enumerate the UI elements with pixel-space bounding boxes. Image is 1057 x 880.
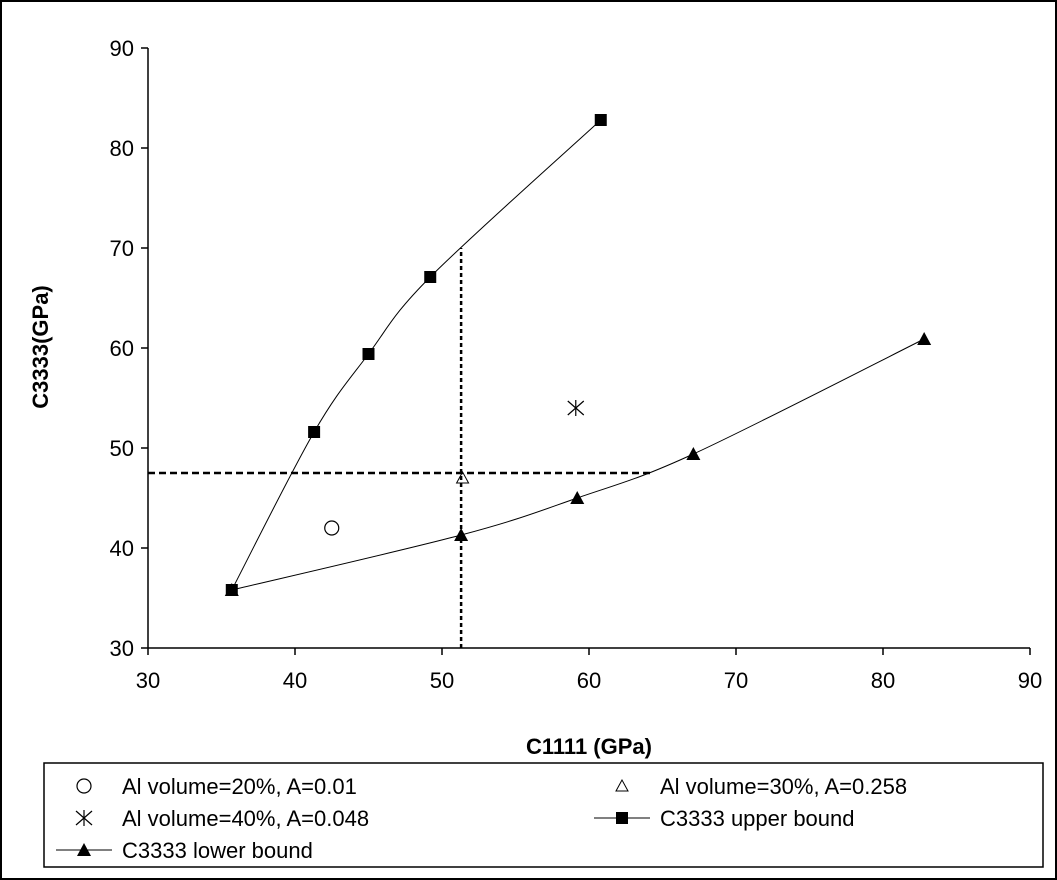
y-tick-label: 30 xyxy=(110,636,134,661)
series-2 xyxy=(567,400,585,416)
x-tick-label: 50 xyxy=(430,668,454,693)
data-point xyxy=(224,583,239,596)
legend: Al volume=20%, A=0.01 Al volume=30%, A=0.… xyxy=(56,774,907,863)
legend-marker xyxy=(76,778,92,794)
x-tick-label: 90 xyxy=(1018,668,1042,693)
legend-marker xyxy=(75,810,93,826)
y-tick-label: 60 xyxy=(110,336,134,361)
legend-label: Al volume=30%, A=0.258 xyxy=(660,774,907,799)
data-point xyxy=(362,348,375,360)
legend-item: Al volume=40%, A=0.048 xyxy=(75,806,369,831)
data-point xyxy=(686,447,701,460)
legend-item: C3333 lower bound xyxy=(56,838,313,863)
x-tick-label: 60 xyxy=(577,668,601,693)
legend-marker xyxy=(615,778,629,792)
legend-item: C3333 upper bound xyxy=(594,806,855,831)
x-axis-title: C1111 (GPa) xyxy=(526,734,652,759)
data-point xyxy=(455,470,470,484)
data-point xyxy=(454,528,469,541)
legend-marker xyxy=(616,812,628,824)
legend-label: Al volume=40%, A=0.048 xyxy=(122,806,369,831)
series-0 xyxy=(324,520,340,536)
series-4 xyxy=(224,332,932,596)
legend-box xyxy=(43,762,1044,868)
x-tick-label: 40 xyxy=(283,668,307,693)
y-tick-label: 40 xyxy=(110,536,134,561)
data-point xyxy=(570,491,585,504)
y-tick-label: 50 xyxy=(110,436,134,461)
x-tick-label: 80 xyxy=(871,668,895,693)
x-tick-label: 30 xyxy=(136,668,160,693)
series-1 xyxy=(455,470,470,484)
y-axis-title: C3333(GPa) xyxy=(28,285,53,409)
y-axis-ticks: 30 40 50 60 70 80 90 xyxy=(110,36,148,661)
y-tick-label: 80 xyxy=(110,136,134,161)
legend-marker xyxy=(77,843,91,856)
x-axis-ticks: 30 40 50 60 70 80 90 xyxy=(136,648,1042,693)
data-point xyxy=(424,271,437,283)
data-point xyxy=(324,520,340,536)
legend-item: Al volume=30%, A=0.258 xyxy=(615,774,907,799)
x-tick-label: 70 xyxy=(724,668,748,693)
data-point xyxy=(567,400,585,416)
y-tick-label: 90 xyxy=(110,36,134,61)
data-point xyxy=(917,332,932,345)
y-tick-label: 70 xyxy=(110,236,134,261)
data-point xyxy=(308,426,321,438)
legend-label: C3333 lower bound xyxy=(122,838,313,863)
legend-item: Al volume=20%, A=0.01 xyxy=(76,774,357,799)
legend-label: Al volume=20%, A=0.01 xyxy=(122,774,357,799)
data-point xyxy=(594,114,607,126)
legend-label: C3333 upper bound xyxy=(660,806,855,831)
